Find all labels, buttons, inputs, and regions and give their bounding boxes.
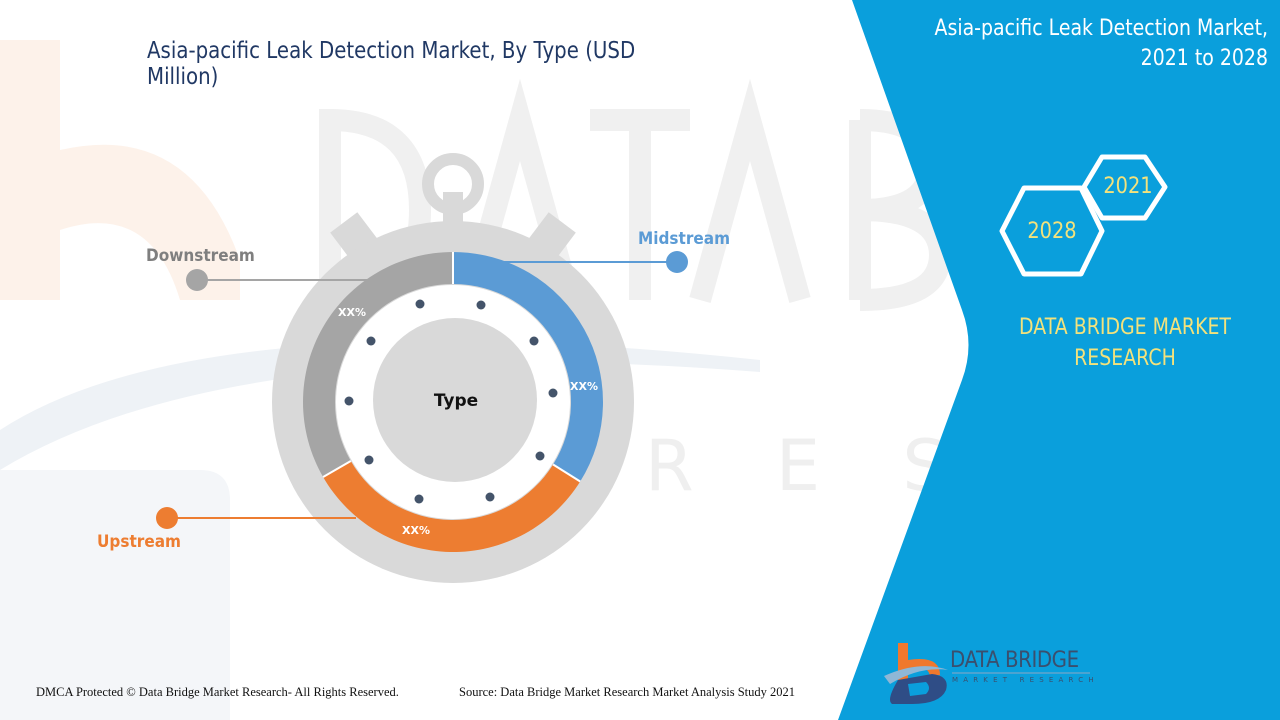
brand-line2: RESEARCH <box>1074 346 1176 371</box>
center-label: Type <box>434 391 478 411</box>
logo-tagline: MARKET RESEARCH <box>952 676 1099 684</box>
center-disc <box>373 318 537 482</box>
pct-upstream: XX% <box>402 524 430 537</box>
label-downstream: Downstream <box>146 246 255 266</box>
marker-midstream <box>666 251 688 273</box>
side-title-line1: Asia-pacific Leak Detection Market, <box>934 16 1268 41</box>
side-panel-title: Asia-pacific Leak Detection Market, 2021… <box>907 14 1268 74</box>
logo-name: DATA BRIDGE <box>950 648 1079 673</box>
marker-upstream <box>156 507 178 529</box>
hexagon-2021 <box>1081 154 1168 221</box>
brand-text: DATA BRIDGE MARKET RESEARCH <box>1005 312 1246 374</box>
pct-downstream: XX% <box>338 306 366 319</box>
label-midstream: Midstream <box>638 229 731 249</box>
year-2028-label: 2028 <box>1027 219 1077 244</box>
marker-downstream <box>186 269 208 291</box>
side-title-line2: 2021 to 2028 <box>1140 46 1268 71</box>
dial-tick-dots <box>344 299 558 504</box>
segment-downstream <box>303 252 453 477</box>
footer-source: Source: Data Bridge Market Research Mark… <box>459 685 796 699</box>
brand-line1: DATA BRIDGE MARKET <box>1018 315 1231 340</box>
segment-midstream <box>453 252 604 482</box>
pct-midstream: XX% <box>570 380 598 393</box>
segment-upstream <box>323 461 581 552</box>
year-2021-label: 2021 <box>1103 174 1153 199</box>
label-upstream: Upstream <box>97 532 181 552</box>
data-bridge-logo-icon <box>884 643 948 704</box>
chart-title: Asia-pacific Leak Detection Market, By T… <box>147 38 636 90</box>
hexagon-2028 <box>999 185 1105 277</box>
footer-copyright: DMCA Protected © Data Bridge Market Rese… <box>36 685 399 699</box>
